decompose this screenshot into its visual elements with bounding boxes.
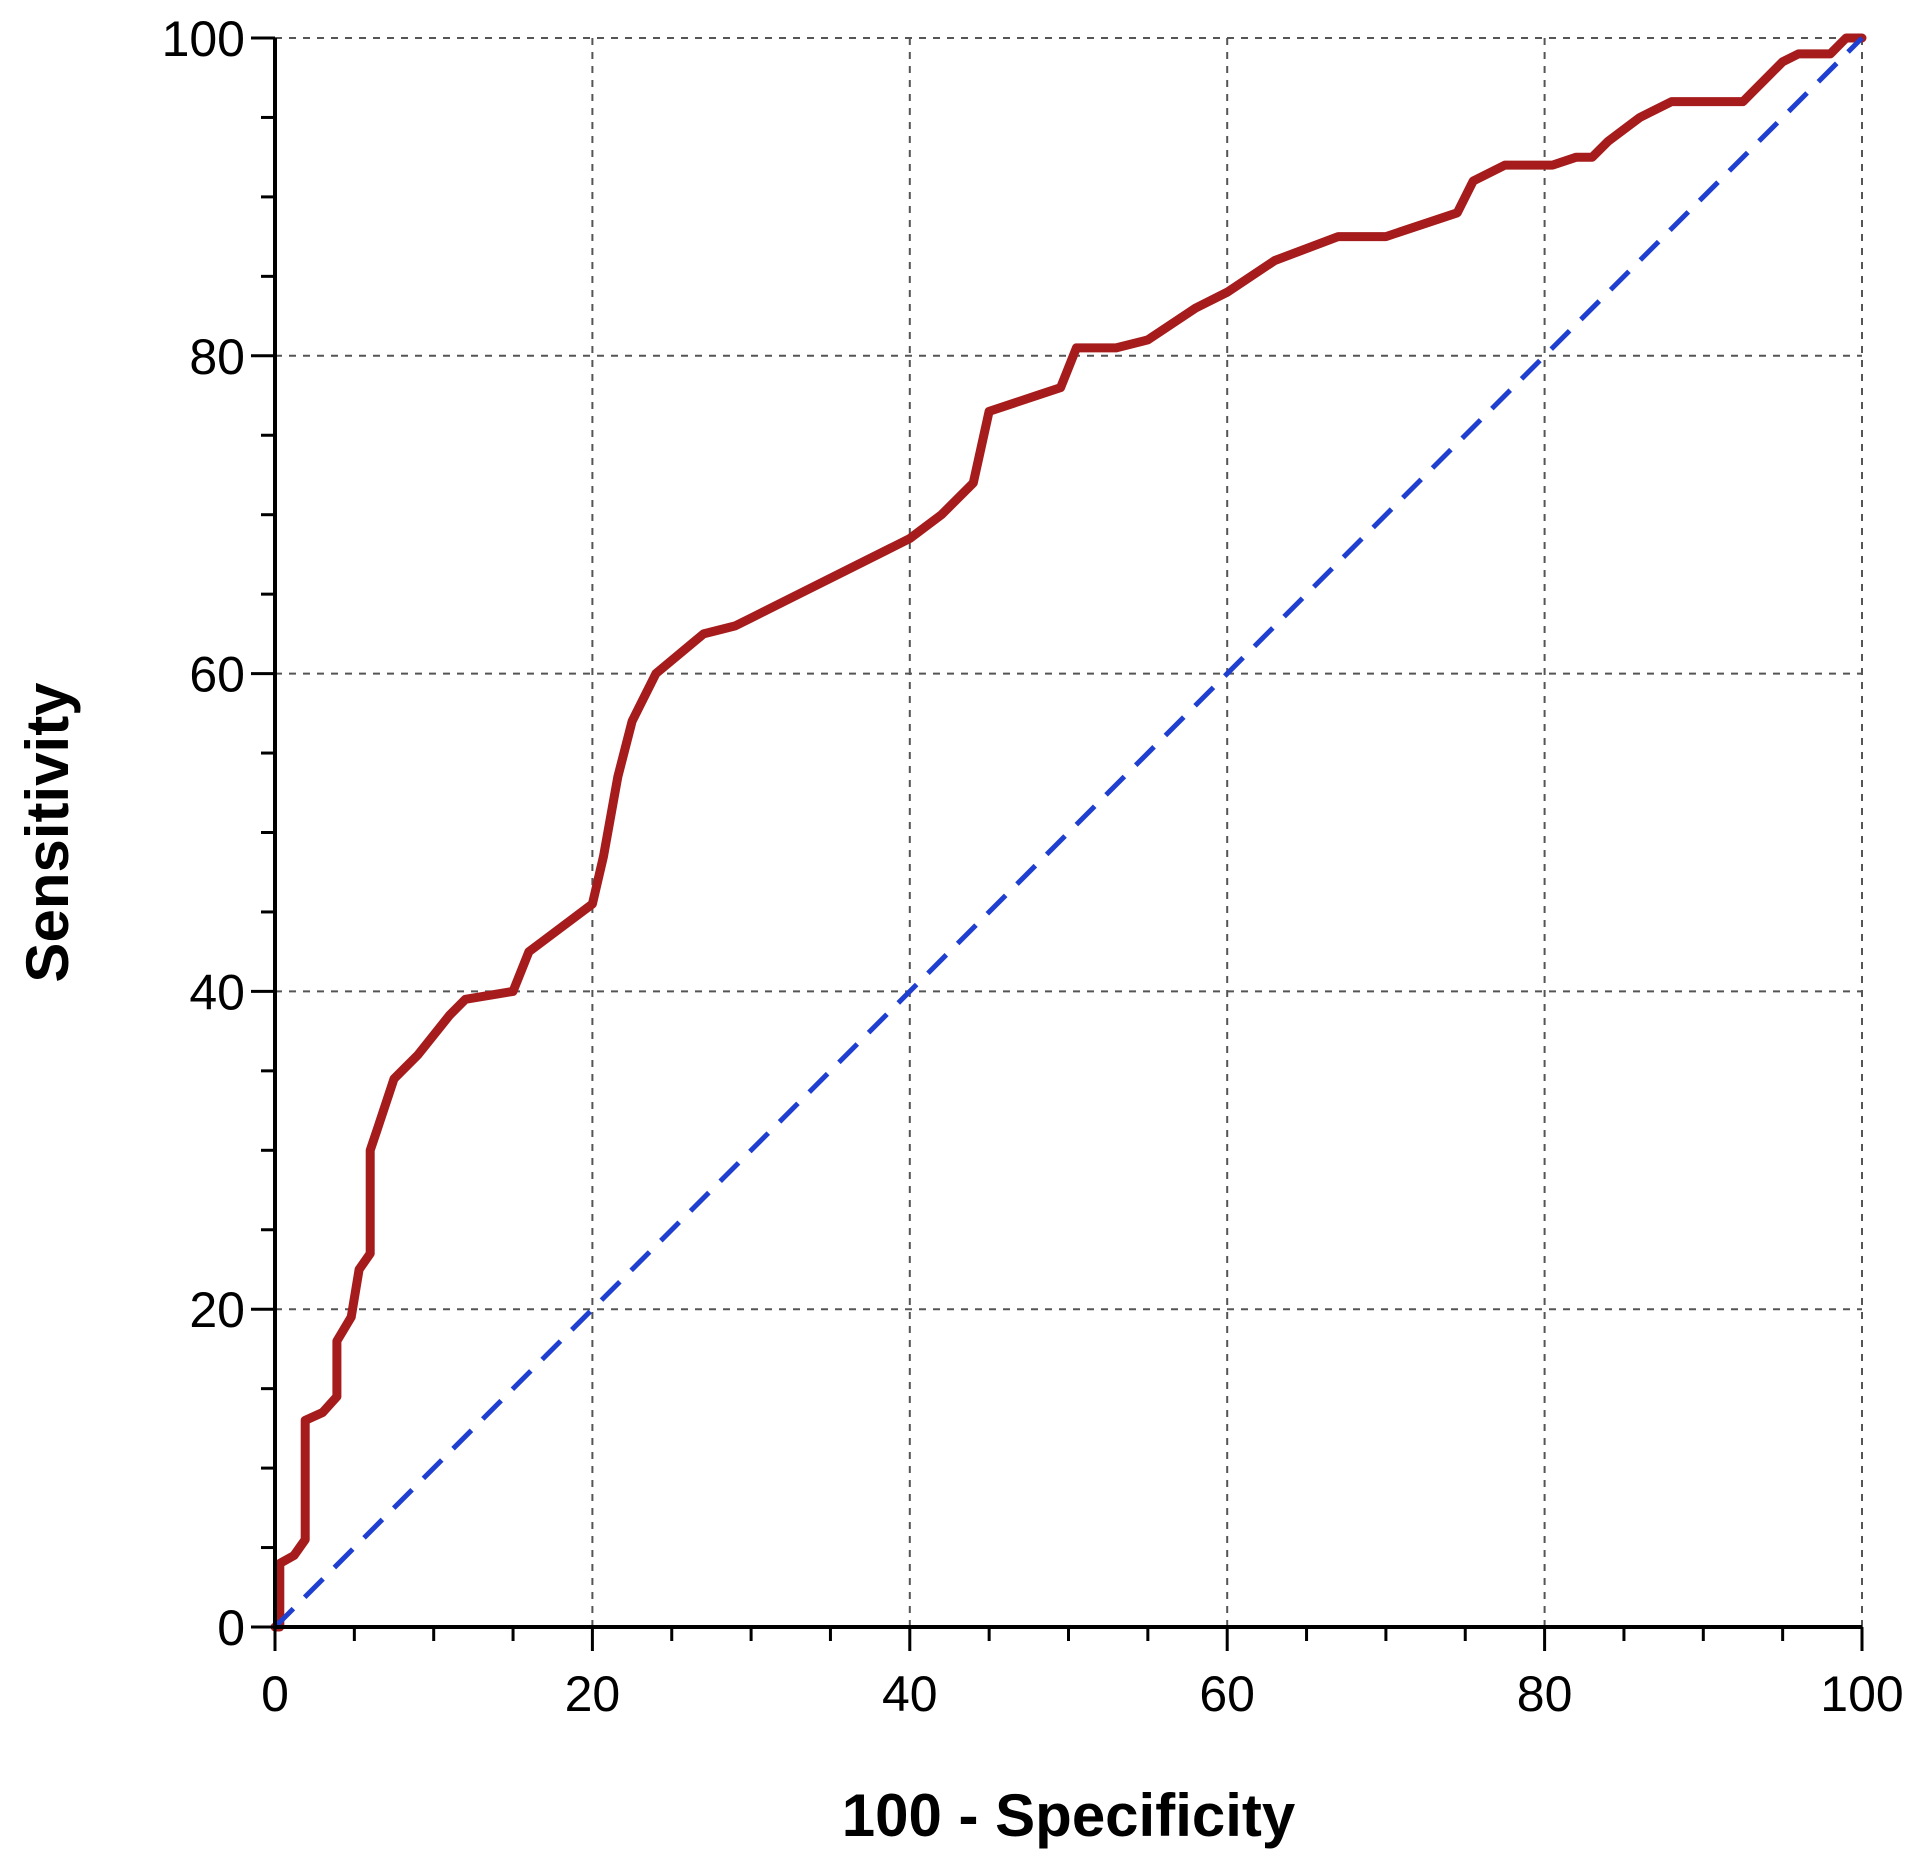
x-tick-label: 0: [261, 1666, 289, 1722]
ticks-layer: [251, 36, 1864, 1651]
y-tick-label: 100: [162, 11, 245, 67]
x-tick-label: 60: [1199, 1666, 1255, 1722]
x-tick-label: 40: [882, 1666, 938, 1722]
x-tick-label: 20: [565, 1666, 621, 1722]
reference-diagonal-line: [273, 36, 1864, 1629]
labels-layer: 0 20 40 60 80 100 0 20 40 60 80 100: [162, 11, 1904, 1722]
series-layer: [270, 33, 1867, 1632]
y-tick-label: 20: [189, 1282, 245, 1338]
grid-layer: [275, 37, 1863, 1627]
y-tick-label: 80: [189, 329, 245, 385]
roc-curve-line: [270, 33, 1867, 1632]
y-tick-label: 40: [189, 964, 245, 1020]
x-tick-label: 80: [1517, 1666, 1573, 1722]
x-axis-title: 100 - Specificity: [842, 1782, 1296, 1849]
x-tick-label: 100: [1820, 1666, 1903, 1722]
y-tick-label: 60: [189, 647, 245, 703]
y-axis-title: Sensitivity: [14, 682, 81, 983]
y-tick-label: 0: [217, 1600, 245, 1656]
